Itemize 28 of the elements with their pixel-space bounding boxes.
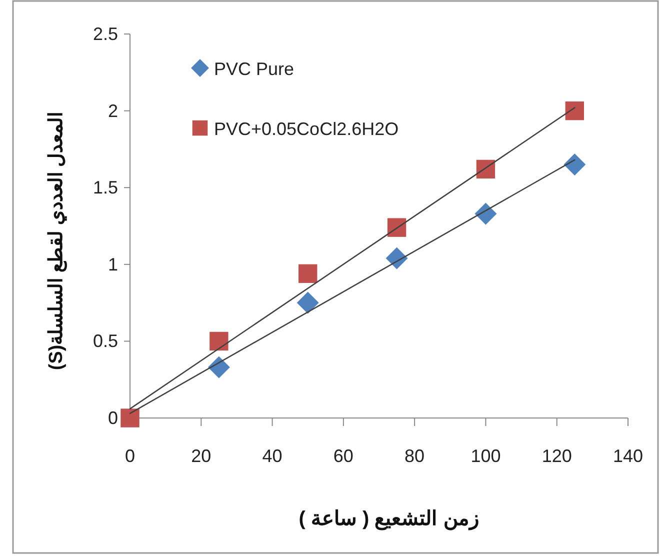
x-tick-label: 60 bbox=[333, 446, 354, 466]
x-tick-label: 100 bbox=[470, 446, 501, 466]
point bbox=[120, 408, 140, 428]
y-tick-label: 1 bbox=[108, 254, 118, 274]
legend-label: PVC Pure bbox=[214, 59, 294, 79]
y-tick-label: 2 bbox=[108, 100, 118, 121]
legend-label: PVC+0.05CoCl2.6H2O bbox=[214, 119, 399, 139]
point bbox=[387, 218, 406, 237]
y-tick-label: 0.5 bbox=[92, 331, 118, 352]
point bbox=[298, 264, 318, 283]
point bbox=[386, 247, 408, 270]
x-tick-label: 0 bbox=[124, 446, 136, 466]
point bbox=[208, 356, 230, 378]
point bbox=[210, 332, 228, 351]
y-tick-label: 2.5 bbox=[92, 24, 118, 44]
point bbox=[564, 154, 586, 176]
x-tick-label: 40 bbox=[262, 446, 282, 466]
y-tick-label: 1.5 bbox=[92, 178, 118, 198]
x-tick-label: 80 bbox=[404, 446, 425, 466]
point bbox=[565, 101, 584, 120]
y-tick-label: 0 bbox=[108, 408, 118, 428]
point bbox=[474, 202, 497, 225]
point bbox=[296, 292, 319, 314]
x-tick-label: 120 bbox=[542, 446, 572, 466]
x-axis-title: زمن التشعيع ( ساعة ) bbox=[298, 508, 480, 531]
x-tick-label: 20 bbox=[191, 446, 212, 466]
y-axis-title: المعدل العددي لقطع السلسلة(S) bbox=[46, 112, 68, 370]
x-tick-label: 140 bbox=[612, 446, 644, 466]
